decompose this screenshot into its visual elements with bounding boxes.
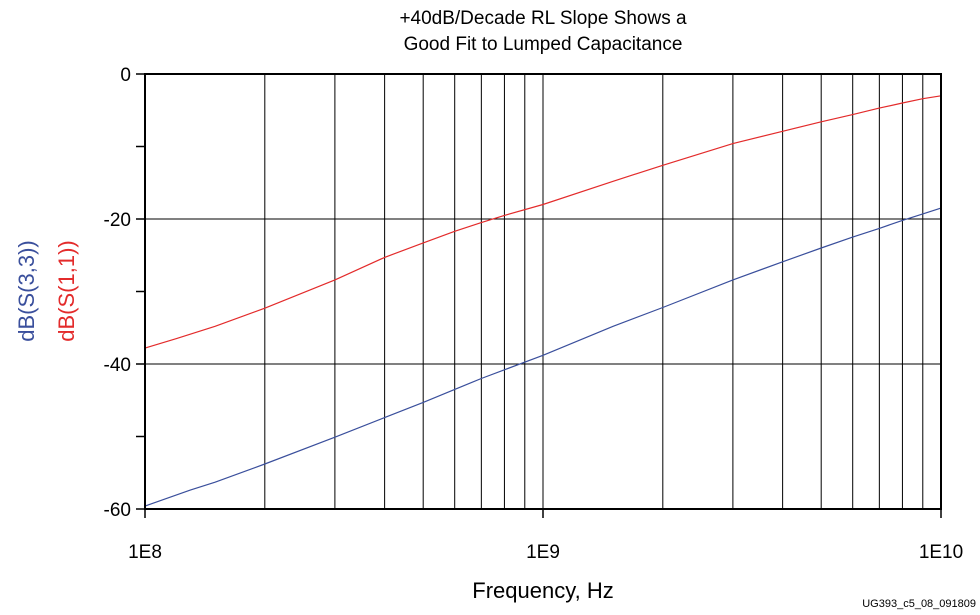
chart-title-line-2: Good Fit to Lumped Capacitance — [404, 34, 683, 55]
tick-marks — [136, 73, 942, 518]
series-line-db-s-1-1 — [144, 95, 942, 349]
x-tick-label: 1E10 — [919, 542, 963, 563]
y-tick-label: -60 — [104, 500, 131, 521]
grid — [145, 74, 941, 509]
series-lines — [144, 95, 942, 507]
series-line-db-s-3-3 — [144, 207, 942, 507]
y-tick-label: -40 — [104, 355, 131, 376]
chart-title-line-1: +40dB/Decade RL Slope Shows a — [399, 8, 687, 29]
x-axis-label: Frequency, Hz — [472, 578, 613, 603]
x-tick-label: 1E8 — [128, 542, 162, 563]
y-tick-label: 0 — [120, 65, 131, 86]
y-tick-labels: 0 -20 -40 -60 — [104, 65, 131, 521]
x-tick-labels: 1E8 1E9 1E10 — [128, 542, 963, 563]
y-axis-label-s11: dB(S(1,1)) — [54, 240, 79, 341]
figure-id: UG393_c5_08_091809 — [862, 598, 976, 610]
x-tick-label: 1E9 — [526, 542, 560, 563]
y-axis-label-s33: dB(S(3,3)) — [14, 240, 39, 341]
y-tick-label: -20 — [104, 210, 131, 231]
